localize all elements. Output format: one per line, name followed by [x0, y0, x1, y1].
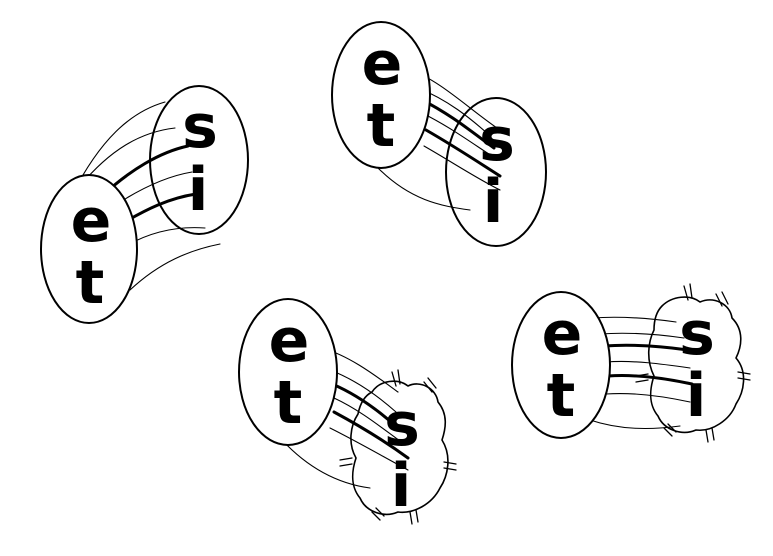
figure-2-et-ellipse	[331, 21, 431, 169]
figure-3: s i e t	[238, 298, 457, 525]
figure-3-letter-t: t	[274, 368, 303, 438]
figure-2-letter-i: i	[483, 167, 504, 237]
figure-3-et-ellipse	[238, 298, 338, 446]
figure-3-cloud-node: s i	[339, 369, 457, 525]
figure-3-left-node: e t	[238, 298, 338, 446]
figure-4-letter-e: e	[542, 299, 583, 369]
figure-4-letter-s: s	[679, 299, 715, 369]
figure-1-letter-s: s	[182, 92, 218, 162]
figure-2-left-node: e t	[331, 21, 431, 169]
figure-1-et-ellipse	[40, 174, 138, 324]
figure-2-letter-e: e	[362, 29, 403, 99]
figure-4: s i e t	[511, 283, 751, 443]
figure-2: s i e t	[331, 21, 547, 247]
figure-4-left-node: e t	[511, 291, 611, 439]
figure-3-cloud-ticks	[339, 369, 457, 525]
figure-3-si-cloud	[350, 380, 449, 516]
figure-1-front-node: e t	[40, 174, 138, 324]
figure-4-letter-i: i	[686, 361, 707, 431]
figure-3-letter-i: i	[391, 451, 412, 521]
figure-1-letter-t: t	[76, 248, 105, 318]
figure-4-letter-t: t	[547, 361, 576, 431]
figure-1-back-node: s i	[149, 85, 249, 235]
figure-1-letter-i: i	[188, 155, 209, 225]
figure-4-cloud-ticks	[635, 283, 751, 443]
figure-1-letter-e: e	[71, 186, 112, 256]
figure-3-letter-e: e	[269, 306, 310, 376]
figure-3-letter-s: s	[384, 390, 420, 460]
figure-4-connectors	[589, 316, 694, 430]
figure-4-et-ellipse	[511, 291, 611, 439]
figure-2-letter-t: t	[367, 91, 396, 161]
figure-1: s i e t	[40, 85, 249, 324]
